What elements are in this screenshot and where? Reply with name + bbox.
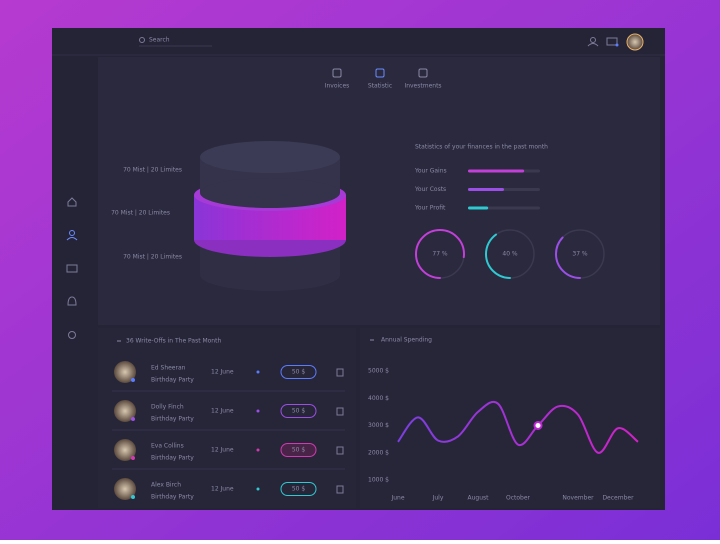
row-amount: 50 $ (292, 486, 306, 493)
delete-icon[interactable] (336, 485, 344, 494)
row-date: 12 June (211, 486, 234, 493)
nav-user[interactable] (66, 230, 78, 241)
ring-label: 37 % (572, 251, 588, 258)
row-note: Birthday Party (151, 494, 194, 501)
y-tick-label: 2000 $ (368, 449, 389, 456)
avatar (114, 439, 136, 461)
ring-arc (415, 229, 465, 279)
avatar (114, 478, 136, 500)
amount-pill (280, 482, 317, 496)
bar-label: Your Gains (414, 168, 447, 175)
x-tick-label: November (562, 495, 594, 502)
amount-pill (280, 365, 317, 379)
spending-panel (360, 328, 660, 508)
avatar-badge (131, 378, 135, 382)
tab-icon (375, 68, 385, 78)
search-icon (139, 37, 145, 43)
sidebar (66, 197, 78, 339)
panel-title: 36 Write-Offs in The Past Month (126, 338, 221, 345)
y-tick-label: 4000 $ (368, 395, 389, 402)
x-tick-label: June (390, 495, 404, 502)
x-tick-label: December (602, 495, 634, 502)
profile-avatar[interactable] (626, 33, 644, 51)
row-amount: 50 $ (292, 369, 306, 376)
row-note: Birthday Party (151, 455, 194, 462)
row-name: Ed Sheeran (151, 365, 186, 372)
y-tick-label: 3000 $ (368, 422, 389, 429)
x-tick-label: August (468, 495, 490, 502)
row-date: 12 June (211, 447, 234, 454)
amount-pill (280, 404, 317, 418)
ring-arc (555, 229, 605, 279)
row-date: 12 June (211, 369, 234, 376)
bar-label: Your Costs (414, 186, 446, 193)
nav-home[interactable] (67, 197, 77, 207)
row-name: Alex Birch (151, 482, 181, 489)
row-name: Eva Collins (151, 443, 184, 450)
x-tick-label: July (432, 495, 444, 502)
row-dot (256, 448, 260, 452)
row-amount: 50 $ (292, 447, 306, 454)
ring-label: 77 % (432, 251, 448, 258)
ring-arc (485, 229, 535, 279)
row-amount: 50 $ (292, 408, 306, 415)
bar-fill (468, 169, 525, 173)
row-dot (256, 409, 260, 413)
stats-title: Statistics of your finances in the past … (415, 144, 548, 151)
row-name: Dolly Finch (151, 404, 184, 411)
cylinder (194, 141, 346, 291)
wallet-icon[interactable] (606, 37, 619, 47)
delete-icon[interactable] (336, 368, 344, 377)
writeoff-panel (98, 328, 356, 508)
row-note: Birthday Party (151, 377, 194, 384)
tab-label[interactable]: Statistic (368, 83, 392, 90)
search-input[interactable]: Search (149, 37, 170, 44)
delete-icon[interactable] (336, 446, 344, 455)
avatar (114, 400, 136, 422)
tab-icon (332, 68, 342, 78)
layer-label: 70 Mist | 20 Limites (123, 254, 182, 261)
nav-bell[interactable] (67, 296, 77, 306)
avatar (114, 361, 136, 383)
avatar-badge (131, 456, 135, 460)
ring-label: 40 % (502, 251, 518, 258)
x-tick-label: October (506, 495, 531, 502)
highlight-point (533, 421, 543, 430)
layer-label: 70 Mist | 20 Limites (123, 167, 182, 174)
stats-panel (98, 57, 660, 325)
row-dot (256, 370, 260, 374)
layer-label: 70 Mist | 20 Limites (111, 210, 170, 217)
row-dot (256, 487, 260, 491)
row-date: 12 June (211, 408, 234, 415)
tab-icon (418, 68, 428, 78)
y-tick-label: 5000 $ (368, 368, 389, 375)
bar-fill (468, 206, 489, 210)
delete-icon[interactable] (336, 407, 344, 416)
tab-label[interactable]: Investments (404, 83, 441, 90)
tab-label[interactable]: Invoices (325, 83, 350, 90)
spending-line (397, 400, 639, 454)
bar-label: Your Profit (414, 205, 446, 212)
y-tick-label: 1000 $ (368, 477, 389, 484)
avatar-badge (131, 417, 135, 421)
bar-fill (468, 188, 504, 191)
row-note: Birthday Party (151, 416, 194, 423)
avatar-badge (131, 495, 135, 499)
nav-mail[interactable] (66, 264, 78, 273)
nav-settings[interactable] (68, 331, 76, 339)
user-icon[interactable] (587, 37, 599, 47)
chart-title: Annual Spending (381, 337, 432, 344)
amount-pill (280, 443, 317, 457)
